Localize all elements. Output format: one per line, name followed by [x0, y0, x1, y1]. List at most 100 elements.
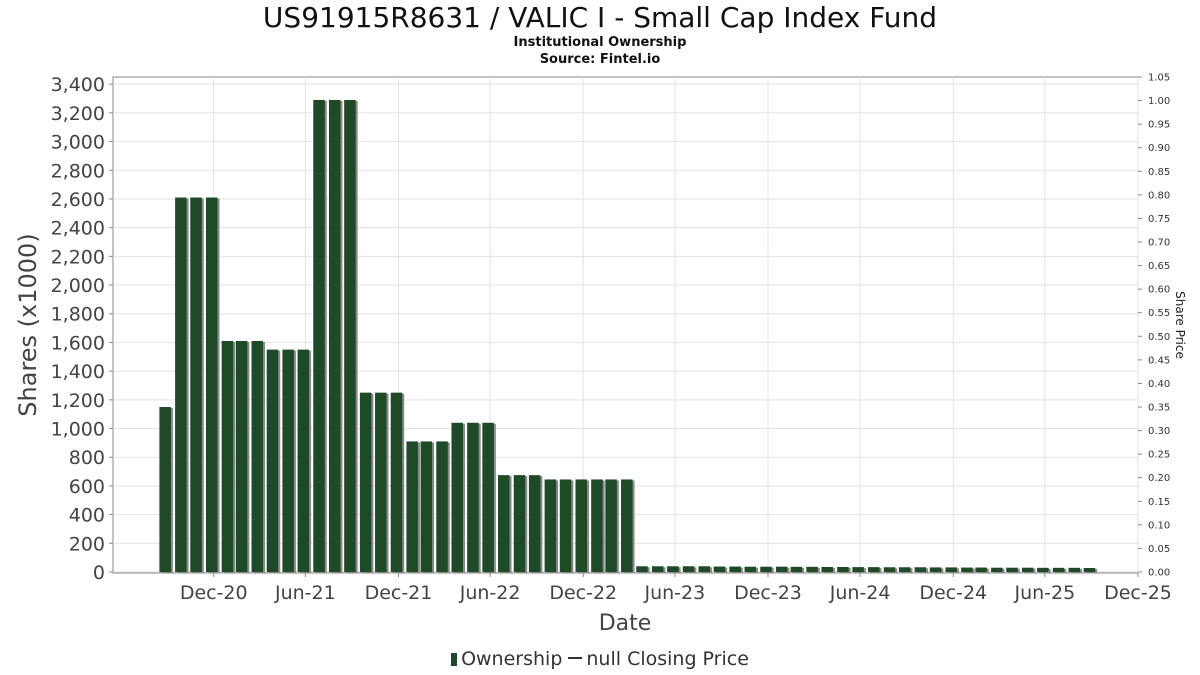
y-tick-label: 600 [69, 476, 105, 498]
x-axis-label: Date [599, 611, 652, 636]
ownership-bar [991, 567, 1003, 572]
y2-tick-label: 0.75 [1148, 214, 1170, 225]
y-tick-label: 3,400 [51, 74, 105, 96]
y2-tick-label: 0.35 [1148, 403, 1170, 414]
ownership-bar [1068, 567, 1080, 572]
ownership-bar [621, 479, 633, 572]
ownership-bar [1083, 567, 1096, 572]
ownership-bar [205, 197, 218, 573]
y-tick-label: 3,000 [51, 132, 105, 154]
ownership-bar [605, 479, 617, 572]
ownership-bar [559, 479, 572, 572]
ownership-bar [482, 422, 494, 572]
ownership-bar [1006, 567, 1018, 572]
ownership-bar [297, 349, 310, 572]
ownership-bar [1052, 567, 1065, 572]
y-tick-label: 1,600 [51, 332, 105, 354]
ownership-bar [591, 479, 603, 572]
y-tick-label: 1,800 [51, 304, 105, 326]
y-tick-label: 3,200 [51, 103, 105, 125]
y2-tick-label: 0.40 [1148, 379, 1170, 390]
ownership-bar [190, 197, 202, 573]
ownership-bar [420, 441, 433, 572]
ownership-legend-swatch [451, 653, 458, 666]
ownership-bar [775, 566, 788, 572]
ownership-bar [544, 479, 557, 572]
y-tick-label: 2,400 [51, 218, 105, 240]
x-tick-label: Jun-23 [643, 582, 705, 604]
ownership-bar [467, 422, 479, 572]
ownership-bar [821, 566, 833, 572]
ownership-bar [221, 341, 234, 572]
ownership-bar [667, 566, 679, 572]
price-legend-label: null Closing Price [586, 648, 749, 670]
ownership-bar [1021, 567, 1034, 572]
x-tick-label: Jun-21 [274, 582, 336, 604]
ownership-bar [975, 567, 987, 572]
x-tick-label: Jun-24 [829, 582, 891, 604]
y2-tick-label: 0.00 [1148, 568, 1170, 579]
chart-legend: Ownership null Closing Price [0, 647, 1200, 671]
y2-tick-label: 0.65 [1148, 261, 1170, 272]
y2-tick-label: 0.05 [1148, 544, 1170, 555]
ownership-bar [513, 475, 526, 572]
y-tick-label: 800 [69, 447, 105, 469]
x-tick-label: Dec-21 [365, 582, 433, 604]
ownership-bar [929, 567, 942, 572]
ownership-bar [744, 566, 757, 572]
ownership-bar [390, 392, 403, 572]
ownership-bar [266, 349, 279, 572]
ownership-bar [961, 567, 973, 572]
y2-axis-label: Share Price [1173, 291, 1187, 359]
ownership-legend-label: Ownership [461, 648, 563, 670]
y2-tick-label: 0.95 [1148, 120, 1170, 131]
ownership-bar [359, 392, 372, 572]
x-tick-label: Dec-25 [1104, 582, 1172, 604]
ownership-bar [375, 392, 387, 572]
ownership-bar [328, 99, 341, 573]
axes: 0 200 400 600 800 1,000 1,200 1,400 1,600 1,800 2,… [51, 73, 1172, 605]
x-tick-label: Jun-22 [459, 582, 521, 604]
y-tick-label: 2,800 [51, 160, 105, 182]
ownership-bar [698, 566, 710, 572]
y2-tick-label: 0.60 [1148, 285, 1170, 296]
y-tick-label: 200 [69, 533, 105, 555]
ownership-bar [175, 197, 187, 573]
ownership-bar [837, 566, 849, 572]
y2-tick-label: 0.15 [1148, 497, 1170, 508]
y2-tick-label: 0.45 [1148, 355, 1170, 366]
ownership-bar [852, 567, 864, 572]
bar-series [159, 99, 1098, 574]
ownership-bar [945, 567, 957, 572]
ownership-bar [344, 99, 356, 573]
ownership-bar [636, 566, 648, 572]
ownership-bar [528, 475, 541, 572]
y-tick-label: 2,200 [51, 246, 105, 268]
x-tick-label: Dec-20 [180, 582, 248, 604]
ownership-bar [575, 479, 587, 572]
ownership-bar [651, 566, 664, 572]
y2-tick-label: 0.50 [1148, 332, 1170, 343]
y-tick-label: 2,000 [51, 275, 105, 297]
ownership-bar [235, 341, 248, 572]
ownership-bar [914, 567, 927, 572]
y2-tick-label: 1.05 [1148, 73, 1170, 84]
y-tick-label: 2,600 [51, 189, 105, 211]
y2-tick-label: 0.30 [1148, 426, 1170, 437]
ownership-bar [729, 566, 741, 572]
chart-title: US91915R8631 / VALIC I - Small Cap Index… [262, 1, 938, 34]
ownership-bar [1037, 567, 1049, 572]
y2-tick-label: 0.55 [1148, 308, 1170, 319]
y2-tick-label: 0.20 [1148, 473, 1170, 484]
y2-tick-label: 0.25 [1148, 450, 1170, 461]
chart-subtitle: Institutional Ownership [513, 35, 687, 50]
ownership-bar [806, 566, 818, 572]
ownership-bar [883, 567, 896, 572]
ownership-bar [898, 567, 911, 572]
y2-tick-label: 0.90 [1148, 143, 1170, 154]
x-tick-label: Jun-25 [1013, 582, 1075, 604]
y-tick-label: 1,200 [51, 390, 105, 412]
ownership-bar [406, 441, 418, 572]
chart-source: Source: Fintel.io [539, 52, 661, 67]
